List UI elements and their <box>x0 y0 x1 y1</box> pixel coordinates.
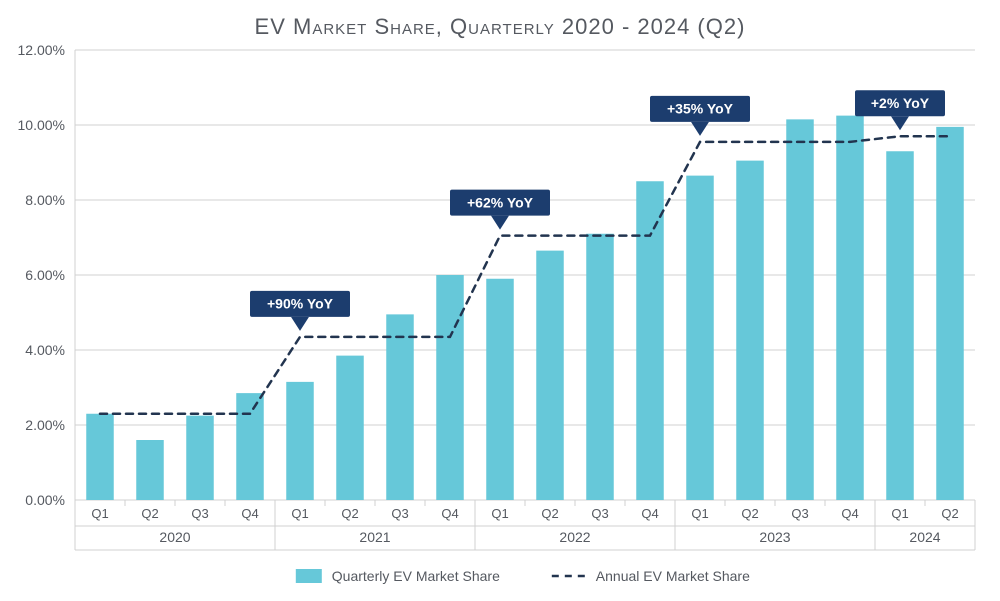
x-tick-quarter: Q1 <box>491 506 508 521</box>
x-tick-year: 2021 <box>359 529 390 545</box>
bar-quarterly <box>336 356 364 500</box>
x-tick-quarter: Q4 <box>241 506 258 521</box>
callout-label: +2% YoY <box>871 95 930 111</box>
callout-pointer <box>891 116 909 130</box>
bar-quarterly <box>386 314 414 500</box>
legend-label: Quarterly EV Market Share <box>332 568 500 584</box>
x-tick-quarter: Q4 <box>641 506 658 521</box>
bar-quarterly <box>686 176 714 500</box>
chart-container: 0.00% 2.00% 4.00% 6.00% 8.00% 10.00% 12.00% Q1 Q… <box>0 40 1000 600</box>
bar-quarterly <box>436 275 464 500</box>
bar-quarterly <box>136 440 164 500</box>
x-tick-quarter: Q2 <box>541 506 558 521</box>
bar-quarterly <box>736 161 764 500</box>
y-tick-label: 8.00% <box>25 192 65 208</box>
bar-quarterly <box>236 393 264 500</box>
x-tick-quarter: Q3 <box>791 506 808 521</box>
legend-label: Annual EV Market Share <box>596 568 750 584</box>
callout-pointer <box>291 317 309 331</box>
x-tick-quarter: Q1 <box>91 506 108 521</box>
x-tick-year: 2024 <box>909 529 940 545</box>
bar-quarterly <box>786 119 814 500</box>
legend-swatch-bar <box>296 569 322 583</box>
x-tick-quarter: Q1 <box>691 506 708 521</box>
bar-quarterly <box>286 382 314 500</box>
callout-pointer <box>491 216 509 230</box>
y-tick-label: 4.00% <box>25 342 65 358</box>
bar-quarterly <box>186 416 214 500</box>
y-tick-label: 6.00% <box>25 267 65 283</box>
x-tick-year: 2022 <box>559 529 590 545</box>
bar-quarterly <box>486 279 514 500</box>
x-tick-quarter: Q2 <box>741 506 758 521</box>
x-tick-quarter: Q2 <box>941 506 958 521</box>
callout-label: +90% YoY <box>267 296 334 312</box>
y-tick-label: 2.00% <box>25 417 65 433</box>
x-tick-quarter: Q1 <box>891 506 908 521</box>
bar-quarterly <box>86 414 114 500</box>
callout-label: +35% YoY <box>667 101 734 117</box>
bar-quarterly <box>636 181 664 500</box>
chart-title: EV Market Share, Quarterly 2020 - 2024 (… <box>0 0 1000 40</box>
y-tick-label: 12.00% <box>18 42 65 58</box>
x-tick-year: 2020 <box>159 529 190 545</box>
x-tick-quarter: Q3 <box>591 506 608 521</box>
x-tick-quarter: Q2 <box>141 506 158 521</box>
x-tick-quarter: Q4 <box>841 506 858 521</box>
y-tick-label: 0.00% <box>25 492 65 508</box>
bar-quarterly <box>886 151 914 500</box>
x-tick-quarter: Q3 <box>191 506 208 521</box>
callout-label: +62% YoY <box>467 194 534 210</box>
bar-quarterly <box>936 127 964 500</box>
callout-pointer <box>691 122 709 136</box>
bar-quarterly <box>586 234 614 500</box>
bar-quarterly <box>536 251 564 500</box>
chart-svg: 0.00% 2.00% 4.00% 6.00% 8.00% 10.00% 12.00% Q1 Q… <box>0 40 1000 600</box>
x-tick-quarter: Q2 <box>341 506 358 521</box>
x-tick-year: 2023 <box>759 529 790 545</box>
x-tick-quarter: Q1 <box>291 506 308 521</box>
y-tick-label: 10.00% <box>18 117 65 133</box>
bar-quarterly <box>836 116 864 500</box>
x-tick-quarter: Q3 <box>391 506 408 521</box>
x-tick-quarter: Q4 <box>441 506 458 521</box>
legend: Quarterly EV Market Share Annual EV Marke… <box>296 568 750 584</box>
